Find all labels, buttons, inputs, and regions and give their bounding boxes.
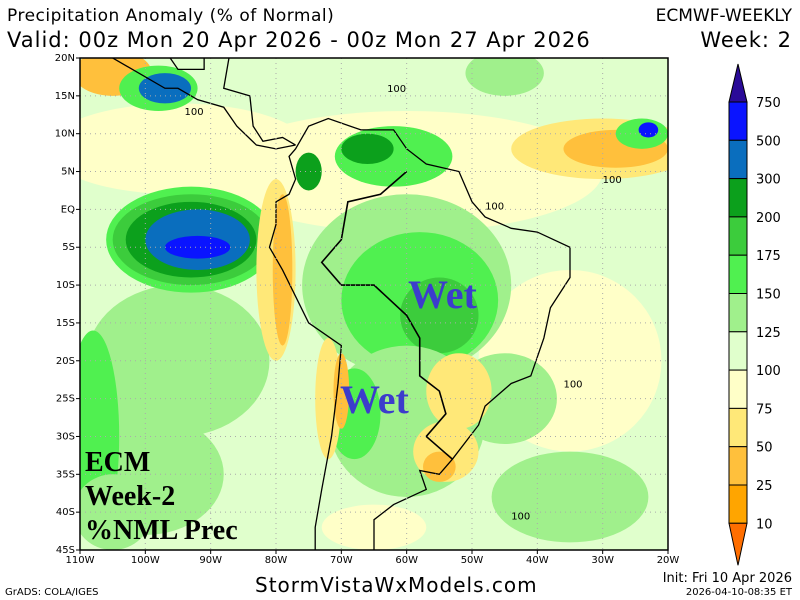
colorbar-segment <box>728 407 748 448</box>
lat-tick-label: 15S <box>56 318 75 329</box>
model-name: ECMWF-WEEKLY <box>655 6 792 26</box>
contour-label-100: 100 <box>485 201 504 212</box>
colorbar-level-label: 750 <box>756 96 781 111</box>
lon-tick-label: 100W <box>131 555 160 566</box>
coastlines <box>80 58 668 550</box>
colorbar-segment <box>728 216 748 256</box>
colorbar-segment <box>728 293 748 333</box>
colorbar-bottom-arrow <box>728 522 748 566</box>
lat-tick-label: 35S <box>56 469 75 480</box>
lon-tick-label: 90W <box>199 555 222 566</box>
map-overlay-caption: ECM Week-2 %NML Prec <box>85 446 238 548</box>
lon-tick-label: 20W <box>657 555 680 566</box>
week-label: Week: 2 <box>700 28 792 52</box>
anomaly-region <box>465 58 544 96</box>
brazil-border <box>320 170 453 460</box>
lon-tick-label: 60W <box>395 555 418 566</box>
anomaly-region <box>315 338 342 460</box>
colorbar-level-label: 25 <box>756 479 773 494</box>
central-america-coastline <box>111 58 296 150</box>
site-watermark: StormVistaWxModels.com <box>255 573 538 597</box>
contour-label-100: 100 <box>387 84 406 95</box>
anomaly-region <box>423 451 456 482</box>
colorbar: 750 500 300 200 175 150 125 100 75 50 25 10 <box>728 63 781 566</box>
contour-label-100: 100 <box>511 512 530 523</box>
anomaly-region <box>333 353 350 429</box>
overlay-line-model: ECM <box>85 447 151 478</box>
lat-tick-label: 10N <box>55 129 75 140</box>
wet-annotation-paraguay: Wet <box>340 377 410 422</box>
contour-labels: 100 100 100 100 100 100 100 <box>185 84 707 523</box>
colorbar-level-label: 10 <box>756 517 773 532</box>
anomaly-region <box>426 353 492 429</box>
colorbar-level-label: 500 <box>756 134 781 149</box>
colorbar-segment <box>728 446 748 486</box>
lon-tick-label: 80W <box>265 555 288 566</box>
anomaly-region <box>295 152 322 191</box>
colorbar-level-label: 125 <box>756 326 781 341</box>
overlay-line-week: Week-2 <box>85 481 176 512</box>
colorbar-level-label: 50 <box>756 441 773 456</box>
chart-title: Precipitation Anomaly (% of Normal) <box>7 6 335 26</box>
lat-tick-label: 5N <box>61 167 75 178</box>
anomaly-region <box>400 277 479 354</box>
colorbar-segment <box>728 254 748 294</box>
lat-tick-label: 10S <box>56 280 75 291</box>
lon-tick-label: 50W <box>461 555 484 566</box>
lat-tick-label: 5S <box>62 242 75 253</box>
axis-ticks: 20N15N10N5NEQ5S10S15S20S25S30S35S40S45S1… <box>55 53 680 566</box>
colorbar-segment <box>728 178 748 218</box>
valid-period: Valid: 00z Mon 20 Apr 2026 - 00z Mon 27 … <box>7 28 591 52</box>
lon-tick-label: 70W <box>330 555 353 566</box>
lat-tick-label: 30S <box>56 431 75 442</box>
lat-tick-label: 20N <box>55 53 75 64</box>
lon-tick-label: 30W <box>591 555 614 566</box>
anomaly-region <box>341 133 394 164</box>
contour-label-100: 100 <box>603 175 622 186</box>
colorbar-segment <box>728 369 748 409</box>
lat-tick-label: 20S <box>56 356 75 367</box>
overlay-line-field: %NML Prec <box>85 515 238 546</box>
anomaly-region <box>86 285 270 437</box>
colorbar-level-label: 200 <box>756 211 781 226</box>
anomaly-region <box>491 451 649 543</box>
colorbar-top-arrow <box>728 63 748 103</box>
contour-label-100: 100 <box>185 107 204 118</box>
colorbar-segment <box>728 484 748 524</box>
generated-timestamp: 2026-04-10-08:35 ET <box>685 587 792 598</box>
colorbar-level-label: 300 <box>756 173 781 188</box>
colorbar-level-label: 175 <box>756 249 781 264</box>
contour-label-100: 100 <box>563 379 582 390</box>
lon-tick-label: 40W <box>526 555 549 566</box>
lat-tick-label: 15N <box>55 91 75 102</box>
colorbar-segment <box>728 101 748 141</box>
lat-tick-label: 25S <box>56 394 75 405</box>
map-frame <box>79 57 669 551</box>
lon-tick-label: 110W <box>66 555 95 566</box>
anomaly-region <box>638 122 659 138</box>
lat-tick-label: EQ <box>61 204 75 215</box>
lat-tick-label: 40S <box>56 507 75 518</box>
colorbar-segment <box>728 331 748 371</box>
colorbar-segment <box>728 139 748 180</box>
init-time: Init: Fri 10 Apr 2026 <box>662 571 792 586</box>
colorbar-level-label: 75 <box>756 402 773 417</box>
anomaly-region <box>164 235 231 259</box>
contour-label-100: 100 <box>688 341 707 352</box>
grads-credit: GrADS: COLA/IGES <box>5 587 99 598</box>
lat-tick-label: 45S <box>56 545 75 556</box>
wet-annotation-brazil: Wet <box>408 272 478 317</box>
south-america-coastline <box>268 117 571 550</box>
colorbar-level-label: 150 <box>756 288 781 303</box>
colorbar-level-label: 100 <box>756 364 781 379</box>
